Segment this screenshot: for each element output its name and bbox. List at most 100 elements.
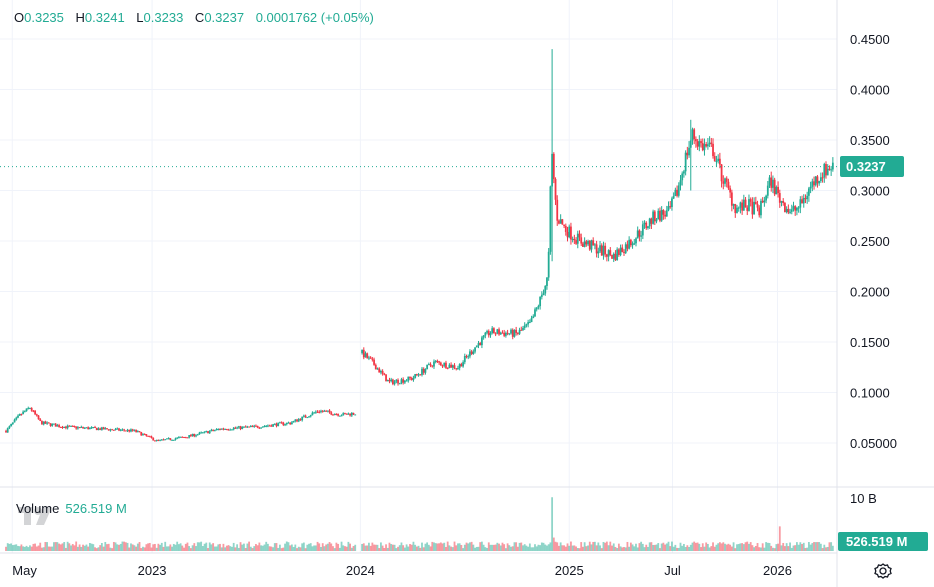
candle-body xyxy=(116,428,119,430)
price-axis: 0.05000 0.1000 0.1500 0.2000 0.2500 0.3000 0.3… xyxy=(850,32,897,451)
volume-bar xyxy=(765,542,767,551)
candle xyxy=(268,424,271,427)
candle-body xyxy=(243,426,245,428)
candle-body xyxy=(376,368,379,370)
candle-body xyxy=(446,367,449,369)
candle-body xyxy=(772,179,774,188)
volume-bar xyxy=(130,543,132,551)
volume-bar xyxy=(99,545,102,551)
volume-value: 526.519 M xyxy=(65,501,127,516)
volume-bar xyxy=(535,546,538,551)
candle xyxy=(455,368,458,371)
candle xyxy=(766,180,769,199)
volume-bar xyxy=(429,546,432,551)
candle-body xyxy=(210,429,213,432)
volume-bar xyxy=(559,542,562,551)
candle xyxy=(169,438,172,441)
candle xyxy=(145,434,148,437)
candle xyxy=(540,291,543,300)
candle xyxy=(287,421,290,424)
candle-body xyxy=(558,220,560,224)
volume-bar xyxy=(328,542,331,551)
candle xyxy=(417,372,420,377)
volume-bar xyxy=(465,542,468,551)
candle xyxy=(354,414,357,416)
candle xyxy=(698,135,701,152)
candle-body xyxy=(380,370,382,373)
candle xyxy=(41,420,43,425)
volume-bar xyxy=(116,544,119,551)
candle xyxy=(818,180,821,186)
volume-bar xyxy=(804,547,807,551)
candle xyxy=(390,377,393,383)
volume-bar xyxy=(119,543,122,551)
volume-bar xyxy=(530,547,533,551)
volume-bar xyxy=(362,543,365,551)
volume-bar xyxy=(171,546,173,551)
candle xyxy=(212,429,215,432)
candle xyxy=(217,428,220,431)
candle-body xyxy=(785,208,788,213)
candle xyxy=(559,214,562,224)
candle xyxy=(426,364,429,370)
candle-body xyxy=(718,158,721,165)
candle-body xyxy=(164,439,167,441)
candle xyxy=(467,354,470,360)
volume-bar xyxy=(296,548,298,551)
volume-bar xyxy=(784,546,786,551)
volume-bar xyxy=(350,547,353,551)
volume-bar xyxy=(528,543,531,551)
volume-bar xyxy=(210,544,213,551)
candle xyxy=(594,243,596,250)
gear-icon[interactable] xyxy=(873,561,893,581)
candle-body xyxy=(203,431,206,433)
y-tick-label: 0.05000 xyxy=(850,436,897,451)
volume-bar xyxy=(604,542,607,551)
candle xyxy=(600,243,603,256)
candle-body xyxy=(457,368,459,370)
candle-body xyxy=(260,427,262,429)
y-tick-label: 0.3000 xyxy=(850,184,890,199)
volume-bar xyxy=(703,546,706,551)
candle xyxy=(407,376,410,383)
candle-body xyxy=(441,365,444,367)
candle xyxy=(196,433,199,436)
candle-body xyxy=(417,374,420,376)
candle-body xyxy=(761,200,764,203)
volume-bar xyxy=(131,544,134,551)
candle xyxy=(580,233,583,246)
volume-bar xyxy=(56,542,59,551)
candle xyxy=(782,198,785,206)
volume-bar xyxy=(243,543,245,551)
volume-bar xyxy=(551,497,554,551)
candle xyxy=(583,237,586,248)
candle-body xyxy=(94,427,96,429)
volume-bar xyxy=(554,541,557,551)
candle xyxy=(561,218,564,225)
volume-bar xyxy=(534,544,536,551)
candle-body xyxy=(364,353,367,358)
low-value: 0.3233 xyxy=(143,10,184,25)
volume-bar xyxy=(460,544,463,551)
volume-bar xyxy=(664,544,666,551)
candle xyxy=(633,239,636,246)
candle-body xyxy=(92,427,95,429)
volume-bar xyxy=(140,548,143,551)
candle xyxy=(203,431,206,434)
candle xyxy=(496,328,499,335)
candle-body xyxy=(301,416,304,421)
candle xyxy=(539,296,542,310)
candle xyxy=(628,236,631,250)
volume-bar xyxy=(525,545,528,551)
candle-body xyxy=(419,374,422,376)
volume-bar xyxy=(662,542,665,551)
candle-body xyxy=(467,356,470,358)
volume-bar xyxy=(97,547,100,551)
volume-bar xyxy=(527,546,530,551)
volume-bar xyxy=(609,541,612,551)
volume-bar xyxy=(674,544,677,551)
candle xyxy=(191,433,194,437)
volume-bar xyxy=(107,543,110,551)
volume-bar xyxy=(566,543,569,551)
